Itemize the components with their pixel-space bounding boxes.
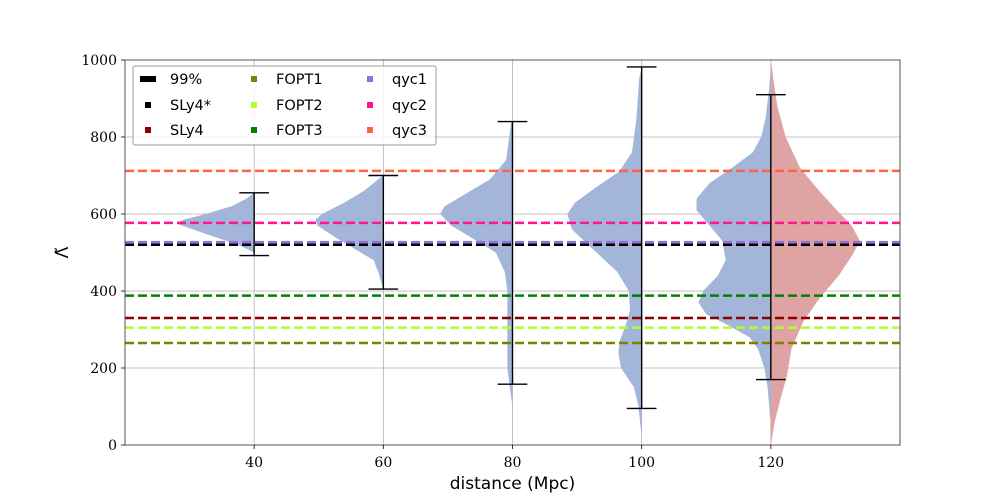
- legend-marker: [251, 76, 257, 82]
- legend-marker: [145, 102, 151, 108]
- y-tick-label: 1000: [81, 53, 117, 69]
- legend-label: SLy4: [170, 123, 204, 139]
- violins: [176, 60, 860, 445]
- violin-left-half: [315, 175, 384, 290]
- legend-label: qyc2: [392, 98, 427, 114]
- violin-left-half: [567, 66, 642, 438]
- legend-marker: [367, 102, 373, 108]
- legend-label: SLy4*: [170, 98, 211, 114]
- legend-label: 99%: [170, 72, 202, 88]
- legend-marker: [145, 127, 151, 133]
- x-tick-label: 80: [504, 455, 522, 471]
- legend-marker: [367, 76, 373, 82]
- y-tick-label: 200: [90, 361, 117, 377]
- x-tick-label: 60: [374, 455, 392, 471]
- x-tick-label: 100: [628, 455, 655, 471]
- legend-box: [132, 65, 437, 146]
- y-tick-label: 600: [90, 207, 117, 223]
- axis-ticks: 40 60 80 100 120 0 200 400 600 800 1000: [81, 53, 784, 471]
- x-tick-label: 40: [245, 455, 263, 471]
- legend-marker: [251, 127, 257, 133]
- legend-label: FOPT3: [276, 123, 323, 139]
- interval-bars: [239, 66, 786, 410]
- legend-label: qyc1: [392, 72, 427, 88]
- legend-label: FOPT2: [276, 98, 323, 114]
- violin-left-half: [176, 192, 255, 253]
- y-tick-label: 800: [90, 130, 117, 146]
- legend-marker: [140, 76, 156, 82]
- legend-marker: [367, 127, 373, 133]
- legend-label: qyc3: [392, 123, 427, 139]
- violin-left-half: [440, 121, 513, 407]
- y-tick-label: 0: [108, 438, 117, 454]
- y-tick-label: 400: [90, 284, 117, 300]
- legend-marker: [251, 102, 257, 108]
- violin-right-half: [770, 60, 860, 445]
- legend-label: FOPT1: [276, 72, 323, 88]
- x-axis-label: distance (Mpc): [450, 474, 576, 494]
- x-tick-label: 120: [757, 455, 784, 471]
- legend: 99% SLy4* SLy4 FOPT1 FOPT2 FOPT3 qyc1 qyc2 qyc3: [132, 65, 437, 146]
- violin-left-half: [696, 67, 771, 426]
- y-axis-label: Λ̃: [53, 246, 73, 258]
